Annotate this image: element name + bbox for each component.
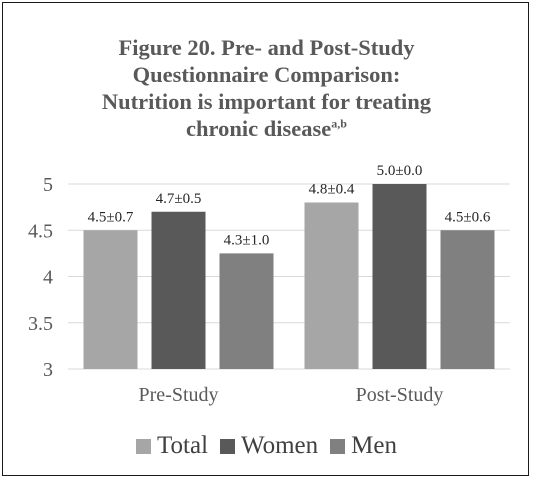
title-line-4: chronic diseasea,b (0, 115, 533, 142)
x-category-label: Pre-Study (139, 384, 219, 406)
title-line-3: Nutrition is important for treating (101, 89, 432, 114)
data-label: 5.0±0.0 (377, 163, 423, 179)
y-tick-label: 3.5 (28, 313, 53, 335)
title-superscript: a,b (331, 116, 347, 131)
y-tick-label: 3 (43, 359, 53, 381)
x-category-label: Post-Study (356, 384, 444, 406)
y-tick-label: 4.5 (28, 220, 53, 242)
legend-label-women: Women (241, 432, 319, 459)
legend-swatch-total (136, 438, 151, 454)
legend-swatch-women (220, 438, 236, 454)
legend-item-women: Women (220, 432, 318, 460)
bar-total (83, 230, 138, 369)
y-tick-label: 5 (43, 174, 53, 196)
legend: Total Women Men (0, 432, 533, 460)
data-label: 4.5±0.7 (88, 209, 134, 225)
legend-item-total: Total (136, 432, 208, 460)
legend-item-men: Men (330, 432, 397, 460)
data-label: 4.5±0.6 (445, 209, 491, 225)
bar-total (304, 202, 359, 369)
data-label: 4.8±0.4 (309, 182, 355, 198)
y-tick-label: 4 (43, 267, 53, 289)
data-label: 4.7±0.5 (156, 191, 202, 207)
legend-swatch-men (330, 438, 346, 454)
legend-label-total: Total (157, 432, 209, 459)
bar-women (151, 211, 206, 369)
bar-men (219, 253, 274, 369)
bar-men (440, 230, 495, 369)
legend-label-men: Men (351, 432, 397, 459)
data-label: 4.3±1.0 (224, 232, 270, 248)
title-line-2: Questionnaire Comparison: (132, 62, 401, 87)
chart-title: Figure 20. Pre- and Post-Study Questionn… (0, 34, 533, 142)
bar-women (372, 184, 427, 369)
title-line-4-text: chronic disease (186, 116, 332, 141)
title-line-1: Figure 20. Pre- and Post-Study (118, 35, 415, 60)
